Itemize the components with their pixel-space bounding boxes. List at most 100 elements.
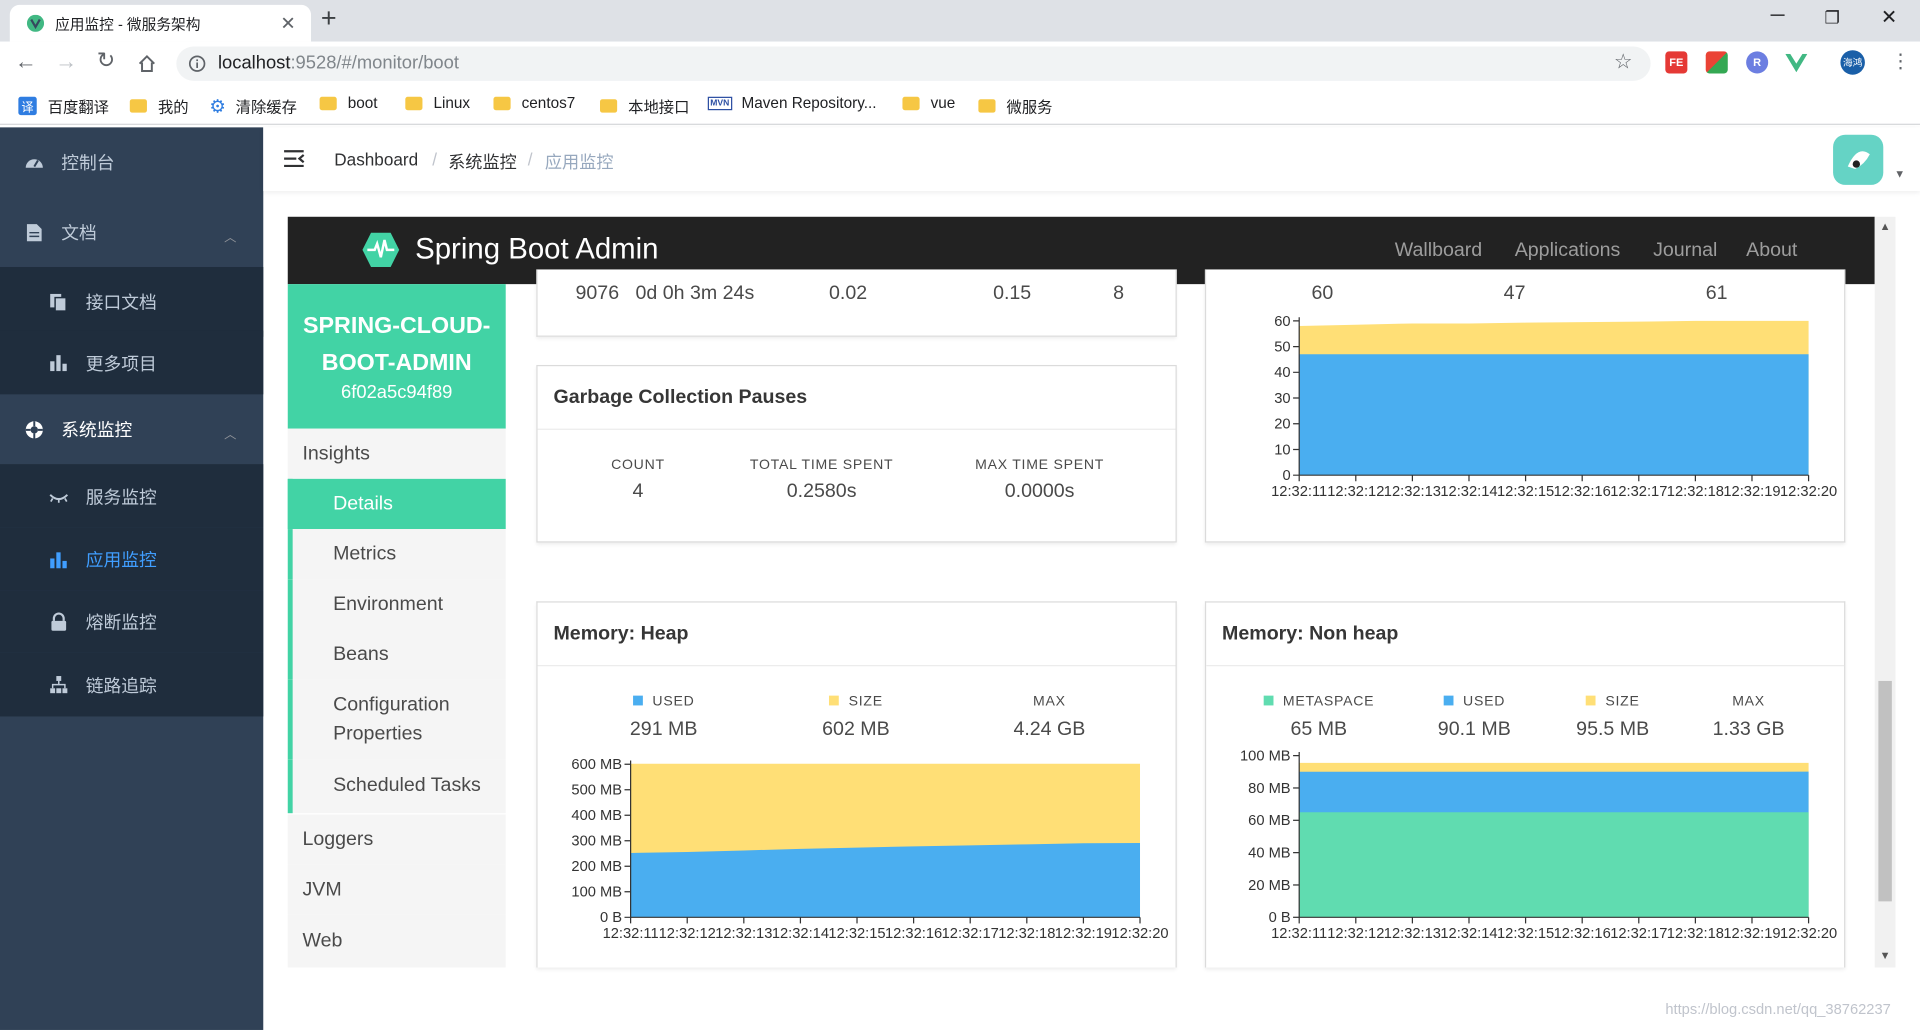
scrollbar-thumb[interactable]: [1878, 680, 1892, 902]
sba-logo-icon: [362, 232, 400, 267]
nav-applications[interactable]: Applications: [1514, 240, 1621, 261]
new-tab-icon[interactable]: +: [320, 2, 337, 34]
nav-scheduled-tasks[interactable]: Scheduled Tasks: [287, 759, 506, 814]
reload-icon[interactable]: ↻: [96, 47, 116, 73]
nav-about[interactable]: About: [1746, 240, 1798, 261]
sidebar-item-system-monitor[interactable]: 系统监控 ︿: [0, 394, 263, 464]
sidebar-item-tracing[interactable]: 链路追踪: [0, 652, 264, 717]
system-cpu: 0.15: [993, 282, 1032, 304]
maximize-icon[interactable]: ❐: [1824, 7, 1840, 27]
gc-count-value: 4: [632, 481, 644, 503]
sidebar-item-label: 接口文档: [85, 293, 157, 314]
bookmark-item[interactable]: vue: [902, 94, 955, 111]
y-tick-label: 100 MB: [571, 885, 622, 901]
breadcrumb-item[interactable]: 系统监控: [448, 151, 517, 172]
bookmark-item[interactable]: 译百度翻译: [18, 94, 109, 117]
nav-journal[interactable]: Journal: [1653, 240, 1718, 261]
forward-icon[interactable]: →: [55, 48, 78, 74]
breadcrumb-separator: /: [527, 149, 533, 170]
scroll-up-icon[interactable]: ▲: [1879, 220, 1891, 233]
x-tick-label: 12:32:16: [1554, 484, 1611, 500]
folder-icon: [405, 96, 423, 110]
fe-extension-icon[interactable]: FE: [1665, 51, 1688, 74]
bookmark-item[interactable]: ⚙ 清除缓存: [209, 94, 297, 117]
x-tick-label: 12:32:15: [828, 926, 885, 942]
nav-label: Configuration: [333, 693, 450, 715]
minimize-icon[interactable]: ─: [1770, 4, 1785, 26]
nav-environment[interactable]: Environment: [287, 579, 506, 630]
legend-swatch: [1443, 695, 1454, 706]
lock-icon: [51, 611, 67, 631]
bookmark-item[interactable]: 我的: [129, 94, 189, 117]
close-window-icon[interactable]: ✕: [1880, 7, 1898, 29]
bar-chart-icon: [50, 551, 67, 568]
caret-down-icon[interactable]: ▼: [1894, 167, 1906, 181]
gc-total-block: TOTAL TIME SPENT 0.2580s: [724, 458, 920, 503]
nav-wallboard[interactable]: Wallboard: [1394, 240, 1483, 261]
color-extension-icon[interactable]: [1705, 51, 1728, 74]
sidebar-item-dashboard[interactable]: 控制台: [0, 127, 263, 197]
profile-avatar[interactable]: 海鸿: [1840, 50, 1865, 75]
nonheap-metaspace-block: METASPACE 65 MB: [1258, 694, 1380, 741]
nav-loggers[interactable]: Loggers: [287, 814, 506, 865]
menu-dots-icon[interactable]: ⋮: [1890, 51, 1911, 73]
address-bar[interactable]: localhost:9528/#/monitor/boot ☆: [176, 46, 1651, 81]
hamburger-icon[interactable]: [283, 149, 305, 168]
nonheap-used-block: USED 90.1 MB: [1413, 694, 1535, 741]
r-extension-icon[interactable]: R: [1746, 51, 1769, 74]
sidebar-item-docs[interactable]: 文档 ︿: [0, 197, 263, 267]
nav-jvm[interactable]: JVM: [287, 864, 506, 915]
y-tick-label: 100 MB: [1240, 749, 1291, 765]
monitor-icon: [25, 420, 43, 438]
heap-used-label: USED: [652, 694, 695, 710]
y-tick-label: 50: [1274, 339, 1290, 355]
y-tick-label: 0: [1282, 468, 1290, 484]
sidebar-item-api-docs[interactable]: 接口文档: [0, 266, 264, 337]
nav-web[interactable]: Web: [287, 914, 506, 968]
info-icon[interactable]: [188, 55, 206, 72]
nav-beans[interactable]: Beans: [287, 629, 506, 680]
x-tick-label: 12:32:16: [885, 926, 942, 942]
nav-insights[interactable]: Insights: [287, 428, 506, 479]
x-tick-label: 12:32:18: [1667, 926, 1724, 942]
sba-brand[interactable]: Spring Boot Admin: [415, 232, 659, 266]
y-tick-label: 20 MB: [1248, 878, 1291, 894]
browser-tab[interactable]: 应用监控 - 微服务架构 ✕: [9, 4, 312, 42]
y-tick-label: 400 MB: [571, 808, 622, 824]
bookmark-item[interactable]: 本地接口: [600, 94, 689, 117]
bookmark-item[interactable]: MVN Maven Repository...: [707, 94, 876, 111]
bookmark-item[interactable]: Linux: [405, 94, 470, 111]
nav-configuration-properties[interactable]: Configuration Properties: [287, 679, 506, 760]
gc-total-value: 0.2580s: [786, 481, 857, 503]
scroll-down-icon[interactable]: ▼: [1879, 949, 1891, 962]
sidebar-item-service-monitor[interactable]: 服务监控: [0, 464, 264, 528]
app-name-line2: BOOT-ADMIN: [321, 350, 472, 376]
breadcrumb-item[interactable]: Dashboard: [334, 149, 419, 170]
process-uptime: 0d 0h 3m 24s: [635, 282, 755, 304]
nonheap-size-block: SIZE 95.5 MB: [1551, 694, 1673, 741]
bookmark-label: boot: [347, 94, 378, 112]
bookmark-item[interactable]: 微服务: [978, 94, 1052, 117]
sidebar-item-app-monitor[interactable]: 应用监控: [0, 527, 264, 591]
x-tick-label: 12:32:15: [1497, 484, 1554, 500]
sidebar-item-more-projects[interactable]: 更多项目: [0, 330, 264, 395]
nav-details[interactable]: Details: [287, 478, 506, 530]
legend-swatch: [1585, 695, 1596, 706]
back-icon[interactable]: ←: [14, 48, 37, 74]
sidebar-item-label: 文档: [61, 224, 97, 244]
home-icon[interactable]: [137, 54, 157, 74]
tree-icon: [50, 676, 68, 694]
bookmark-item[interactable]: centos7: [493, 94, 575, 111]
x-tick-label: 12:32:13: [715, 926, 772, 942]
sidebar-item-label: 系统监控: [61, 421, 133, 441]
sidebar-item-label: 链路追踪: [85, 676, 157, 697]
user-avatar[interactable]: [1833, 134, 1884, 185]
bookmark-item[interactable]: boot: [319, 94, 378, 112]
vue-devtools-icon[interactable]: [1785, 53, 1808, 73]
url-path: :9528/#/monitor/boot: [290, 52, 459, 74]
close-tab-icon[interactable]: ✕: [280, 13, 296, 35]
threads-peak: 61: [1705, 282, 1728, 304]
bookmark-star-icon[interactable]: ☆: [1613, 50, 1633, 74]
sidebar-item-circuit-monitor[interactable]: 熔断监控: [0, 590, 264, 653]
nav-metrics[interactable]: Metrics: [287, 529, 506, 580]
